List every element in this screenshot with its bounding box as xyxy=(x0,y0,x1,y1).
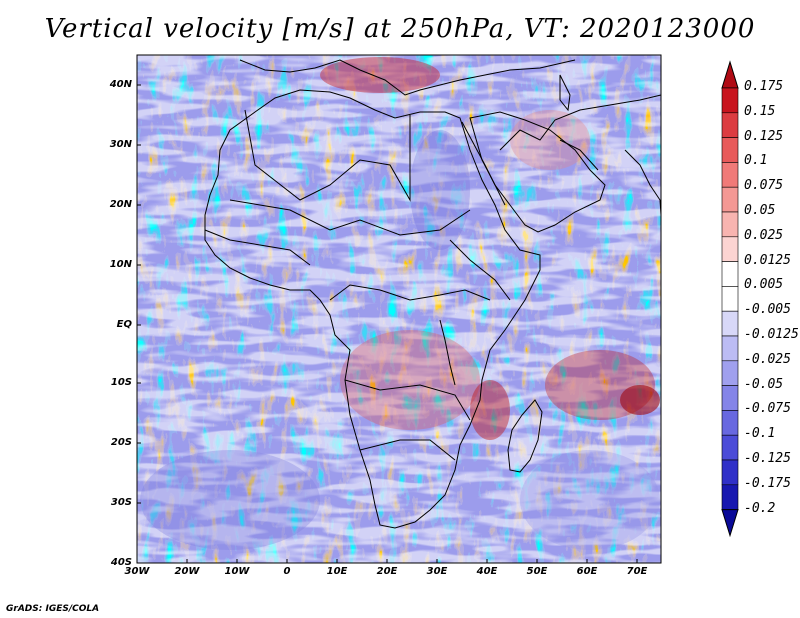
colorbar-tick-label: -0.175 xyxy=(744,475,791,491)
colorbar-tick-label: 0.0125 xyxy=(744,252,791,268)
europe-coastline xyxy=(239,59,576,96)
credit-text: GrADS: IGES/COLA xyxy=(6,604,100,614)
colorbar-bin xyxy=(721,211,739,238)
lat-label: 20S xyxy=(110,437,132,448)
map-title: Vertical velocity [m/s] at 250hPa, VT: 2… xyxy=(44,14,756,44)
lon-label: 20E xyxy=(376,566,398,577)
lon-label: 10W xyxy=(224,566,250,577)
colorbar-bin xyxy=(721,286,739,312)
colorbar-bin xyxy=(721,335,739,362)
colorbar-arrow-bottom xyxy=(721,509,739,538)
border-middle-east xyxy=(499,94,662,151)
lat-label: 10N xyxy=(109,259,132,270)
lat-label: 30N xyxy=(109,139,132,150)
colorbar-bin xyxy=(721,410,739,436)
velocity-field xyxy=(137,55,661,563)
colorbar-bin xyxy=(721,236,739,262)
lon-label: 40E xyxy=(476,566,498,577)
colorbar-tick-label: 0.175 xyxy=(744,79,784,94)
colorbar-tick-label: -0.05 xyxy=(744,376,784,392)
lat-label: 40S xyxy=(110,557,132,568)
border-north xyxy=(244,109,411,202)
colorbar-bin xyxy=(721,385,739,411)
colorbar-bin xyxy=(721,87,739,114)
colorbar-bin xyxy=(721,310,739,337)
colorbar-tick-label: 0.05 xyxy=(744,203,776,218)
colorbar-bin xyxy=(721,112,739,138)
lat-label: 20N xyxy=(109,199,132,210)
colorbar-tick-label: -0.125 xyxy=(744,451,791,466)
colorbar-bin xyxy=(721,459,739,486)
border-west xyxy=(204,229,311,266)
colorbar-tick-label: 0.125 xyxy=(744,128,784,144)
lon-label: 30W xyxy=(124,566,150,577)
colorbar-tick-label: -0.025 xyxy=(744,351,791,367)
lon-label: 60E xyxy=(576,566,598,577)
colorbar-tick-label: 0.025 xyxy=(744,227,784,243)
india-coastline xyxy=(624,149,662,216)
caspian-coastline xyxy=(559,74,571,112)
lat-label: 40N xyxy=(109,79,132,90)
colorbar-tick-label: 0.15 xyxy=(744,103,776,119)
colorbar-bin xyxy=(721,186,739,213)
lon-label: 30E xyxy=(426,566,448,577)
colorbar-tick-label: -0.2 xyxy=(744,500,776,516)
colorbar-bin xyxy=(721,162,739,188)
axis-ticks xyxy=(136,84,638,564)
colorbar-tick-label: -0.1 xyxy=(744,426,776,442)
lat-label: EQ xyxy=(116,319,132,330)
colorbar-bin xyxy=(721,137,739,163)
red-sea-coastline xyxy=(461,121,506,206)
border-southern xyxy=(359,439,456,461)
arabia-coastline xyxy=(469,111,606,233)
colorbar-bin xyxy=(721,261,739,287)
colorbar-arrow-top xyxy=(721,60,739,89)
colorbar-tick-label: -0.005 xyxy=(744,302,791,318)
lon-label: 50E xyxy=(526,566,548,577)
lon-label: 0 xyxy=(283,566,291,577)
colorbar-tick-label: 0.075 xyxy=(744,178,784,194)
border-south xyxy=(344,379,471,421)
lat-label: 30S xyxy=(110,497,132,508)
colorbar-tick-label: 0.1 xyxy=(744,153,768,169)
madagascar-coastline xyxy=(507,399,543,473)
coastlines xyxy=(204,59,662,529)
persian-gulf-coastline xyxy=(559,139,599,171)
colorbar-tick-label: -0.075 xyxy=(744,401,791,417)
colorbar-bin xyxy=(721,434,739,461)
border-east xyxy=(449,239,511,301)
lon-label: 20W xyxy=(174,566,200,577)
border-central xyxy=(329,284,491,301)
colorbar-bin xyxy=(721,484,739,510)
colorbar-bin xyxy=(721,360,739,386)
lon-label: 10E xyxy=(326,566,348,577)
colorbar-tick-label: 0.005 xyxy=(744,277,784,293)
lat-label: 10S xyxy=(110,377,132,388)
plot-frame xyxy=(136,54,662,564)
border-lakes xyxy=(439,319,456,386)
africa-coastline xyxy=(204,89,541,529)
colorbar xyxy=(721,60,739,538)
border-sahel xyxy=(229,199,471,236)
lon-label: 70E xyxy=(626,566,648,577)
colorbar-tick-label: -0.0125 xyxy=(744,327,799,342)
